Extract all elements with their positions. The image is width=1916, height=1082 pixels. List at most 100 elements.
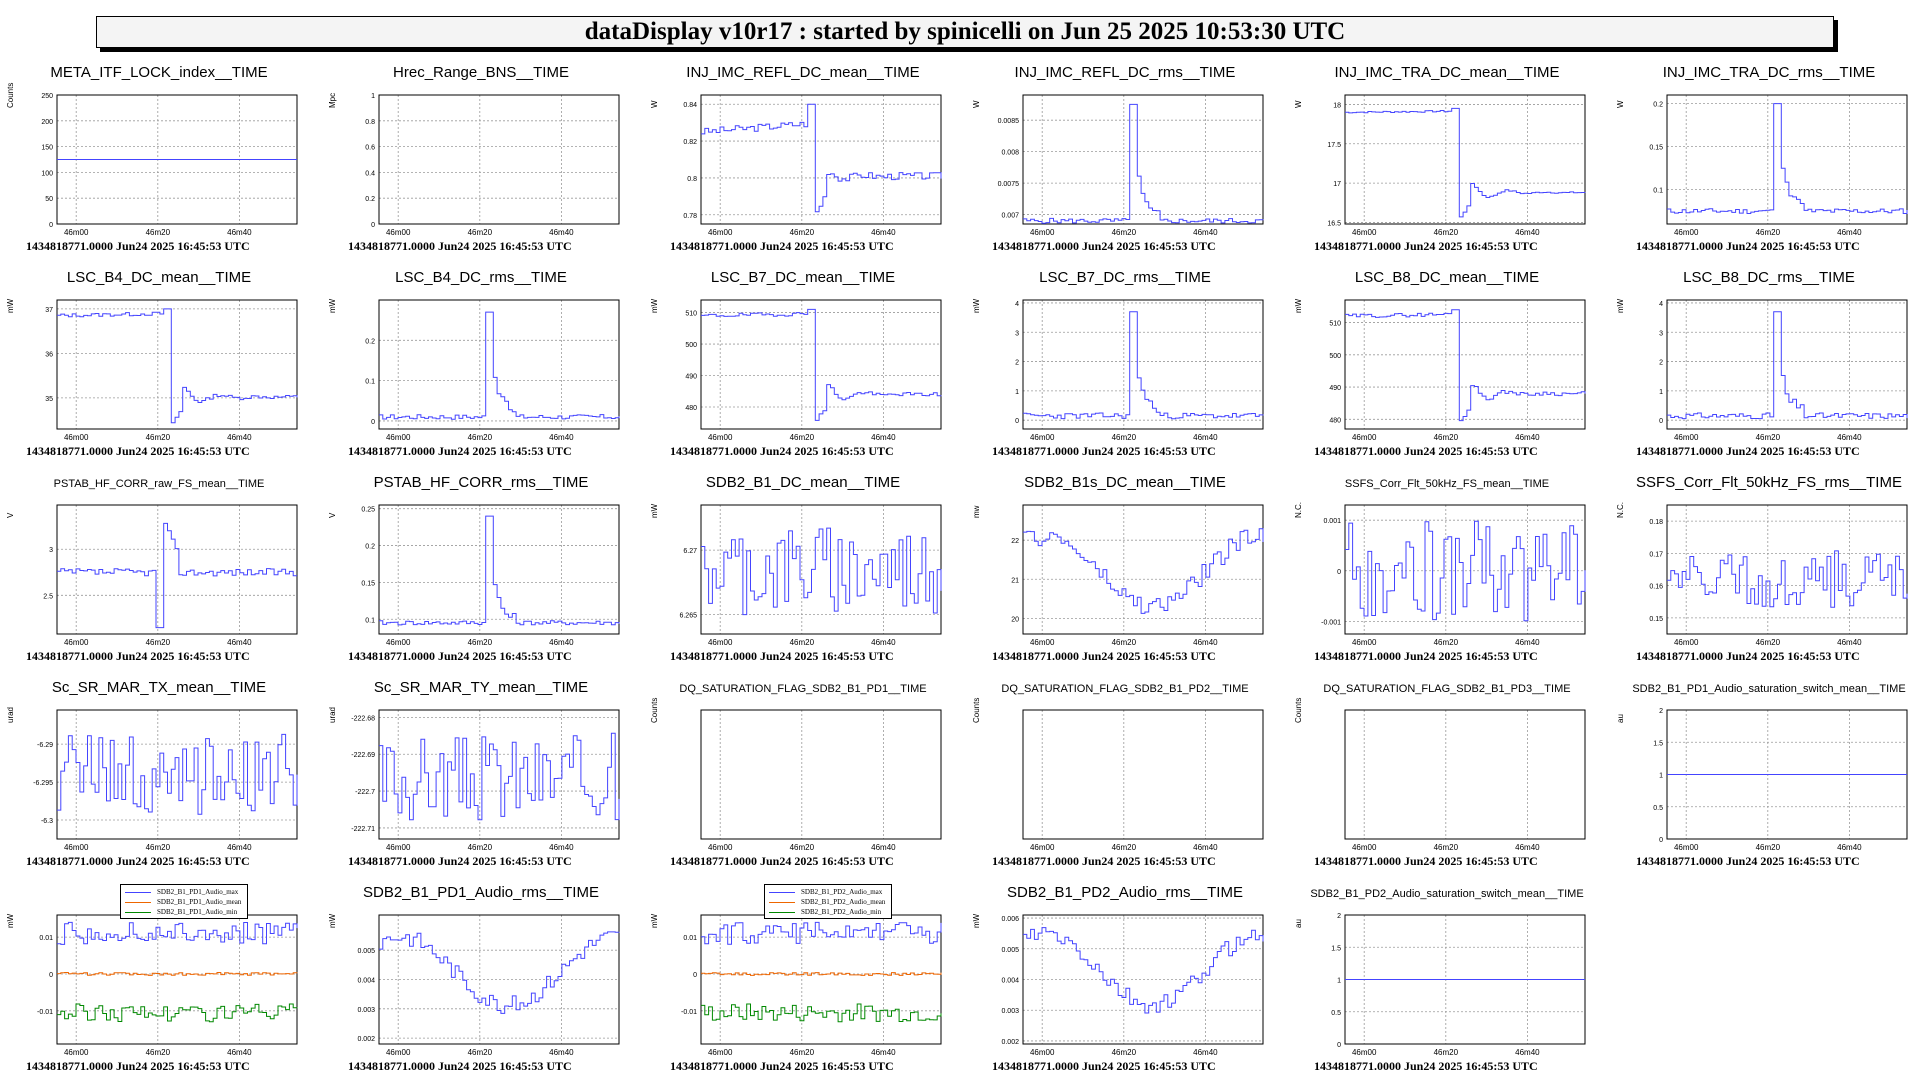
x-tick-label: 46m40 bbox=[1193, 843, 1218, 852]
x-tick-label: 46m20 bbox=[468, 638, 493, 647]
chart-panel: SDB2_B1_DC_mean__TIME mW 46m00 46m20 46m40 6.… bbox=[644, 472, 962, 672]
timestamp-footer: 1434818771.0000 Jun24 2025 16:45:53 UTC bbox=[348, 649, 572, 663]
chart-panel: SSFS_Corr_Flt_50kHz_FS_rms__TIME N.C. 46m0… bbox=[1610, 472, 1916, 672]
plot-frame bbox=[1022, 504, 1264, 635]
chart-plot: 46m00 46m20 46m40 0.002 0.003 0.004 0.005 0.006 bbox=[1001, 914, 1264, 1057]
chart-title: DQ_SATURATION_FLAG_SDB2_B1_PD3__TIME bbox=[1323, 683, 1571, 695]
timestamp-footer: 1434818771.0000 Jun24 2025 16:45:53 UTC bbox=[1314, 1059, 1538, 1073]
series-line bbox=[1667, 550, 1908, 608]
y-tick-label: 2.5 bbox=[43, 593, 53, 600]
y-tick-label: 0.4 bbox=[365, 170, 375, 177]
x-tick-label: 46m20 bbox=[1112, 433, 1137, 442]
x-tick-label: 46m00 bbox=[1674, 228, 1699, 237]
timestamp-footer: 1434818771.0000 Jun24 2025 16:45:53 UTC bbox=[992, 1059, 1216, 1073]
series-line bbox=[379, 515, 620, 626]
chart-panel: Hrec_Range_BNS__TIME Mpc 46m00 46m20 46m40 0 0… bbox=[322, 62, 640, 262]
chart-panel: DQ_SATURATION_FLAG_SDB2_B1_PD3__TIME Coun… bbox=[1288, 677, 1606, 877]
legend-item: SDB2_B1_PD2_Audio_mean bbox=[769, 897, 885, 907]
x-tick-label: 46m20 bbox=[1756, 433, 1781, 442]
chart-panel: PSTAB_HF_CORR_raw_FS_mean__TIME V 46m00 46m… bbox=[0, 472, 318, 672]
chart-title: PSTAB_HF_CORR_rms__TIME bbox=[373, 474, 589, 491]
timestamp-footer: 1434818771.0000 Jun24 2025 16:45:53 UTC bbox=[1314, 444, 1538, 458]
series-line bbox=[701, 308, 942, 421]
series-line bbox=[57, 733, 298, 815]
chart-title: PSTAB_HF_CORR_raw_FS_mean__TIME bbox=[53, 478, 265, 490]
y-tick-label: 0.84 bbox=[683, 102, 697, 109]
timestamp-footer: 1434818771.0000 Jun24 2025 16:45:53 UTC bbox=[670, 1059, 894, 1073]
plot-frame bbox=[1022, 94, 1264, 225]
plot-frame bbox=[1022, 299, 1264, 430]
chart-panel: SSFS_Corr_Flt_50kHz_FS_mean__TIME N.C. 46m… bbox=[1288, 472, 1606, 672]
y-tick-label: 0.001 bbox=[1323, 518, 1341, 525]
x-tick-label: 46m20 bbox=[790, 1048, 815, 1057]
plot-frame bbox=[700, 94, 942, 225]
chart-panel: Sc_SR_MAR_TY_mean__TIME urad 46m00 46m20 46m… bbox=[322, 677, 640, 877]
y-tick-label: 0.5 bbox=[1331, 1010, 1341, 1017]
x-tick-label: 46m00 bbox=[64, 228, 89, 237]
x-tick-label: 46m40 bbox=[1837, 228, 1862, 237]
y-tick-label: -222.69 bbox=[351, 752, 375, 759]
x-tick-label: 46m20 bbox=[146, 1048, 171, 1057]
x-tick-label: 46m40 bbox=[1193, 638, 1218, 647]
plot-frame bbox=[56, 504, 298, 635]
chart-title: Sc_SR_MAR_TY_mean__TIME bbox=[373, 679, 589, 696]
legend-item: SDB2_B1_PD2_Audio_max bbox=[769, 887, 885, 897]
y-tick-label: 490 bbox=[685, 374, 697, 381]
legend-item: SDB2_B1_PD1_Audio_max bbox=[125, 887, 241, 897]
series-line bbox=[57, 921, 298, 945]
x-tick-label: 46m40 bbox=[1515, 843, 1540, 852]
y-tick-label: 0.006 bbox=[1001, 916, 1019, 923]
y-tick-label: 17 bbox=[1333, 181, 1341, 188]
timestamp-footer: 1434818771.0000 Jun24 2025 16:45:53 UTC bbox=[670, 649, 894, 663]
chart-title: SDB2_B1_PD1_Audio_rms__TIME bbox=[363, 884, 599, 901]
y-tick-label: 0 bbox=[371, 419, 375, 426]
y-tick-label: 480 bbox=[685, 405, 697, 412]
timestamp-footer: 1434818771.0000 Jun24 2025 16:45:53 UTC bbox=[26, 1059, 250, 1073]
y-tick-label: 3 bbox=[49, 547, 53, 554]
y-tick-label: 0.2 bbox=[365, 338, 375, 345]
y-tick-label: 4 bbox=[1015, 301, 1019, 308]
y-tick-label: -6.3 bbox=[41, 818, 53, 825]
y-tick-label: -222.71 bbox=[351, 826, 375, 833]
x-tick-label: 46m40 bbox=[871, 843, 896, 852]
x-tick-label: 46m40 bbox=[549, 228, 574, 237]
y-tick-label: 0.01 bbox=[683, 935, 697, 942]
chart-plot: 46m00 46m20 46m40 20 21 22 bbox=[1011, 504, 1264, 647]
timestamp-footer: 1434818771.0000 Jun24 2025 16:45:53 UTC bbox=[1636, 649, 1860, 663]
y-tick-label: 1.5 bbox=[1653, 740, 1663, 747]
x-tick-label: 46m20 bbox=[1756, 843, 1781, 852]
plot-frame bbox=[1022, 914, 1264, 1045]
chart-plot: 46m00 46m20 46m40 480 490 500 510 bbox=[685, 299, 942, 442]
timestamp-footer: 1434818771.0000 Jun24 2025 16:45:53 UTC bbox=[1314, 854, 1538, 868]
chart-plot: 46m00 46m20 46m40 -6.29 -6.295 -6.3 bbox=[33, 709, 298, 852]
chart-title: SSFS_Corr_Flt_50kHz_FS_mean__TIME bbox=[1344, 478, 1550, 490]
y-tick-label: 510 bbox=[1329, 321, 1341, 328]
series-line bbox=[57, 1003, 298, 1023]
y-tick-label: 0.17 bbox=[1649, 551, 1663, 558]
plot-frame bbox=[1022, 709, 1264, 840]
y-tick-label: 200 bbox=[41, 119, 53, 126]
series-line bbox=[1023, 927, 1264, 1014]
series-line bbox=[57, 972, 298, 976]
plot-frame bbox=[56, 709, 298, 840]
chart-plot: 46m00 46m20 46m40 0 0.1 0.2 bbox=[365, 299, 620, 442]
y-tick-label: 35 bbox=[45, 396, 53, 403]
y-tick-label: 0.004 bbox=[1001, 978, 1019, 985]
timestamp-footer: 1434818771.0000 Jun24 2025 16:45:53 UTC bbox=[26, 649, 250, 663]
series-line bbox=[701, 103, 942, 213]
timestamp-footer: 1434818771.0000 Jun24 2025 16:45:53 UTC bbox=[992, 649, 1216, 663]
chart-panel: SDB2_B1s_DC_mean__TIME mw 46m00 46m20 46m40 2… bbox=[966, 472, 1284, 672]
chart-panel: LSC_B4_DC_rms__TIME mW 46m00 46m20 46m40 0 0.1… bbox=[322, 267, 640, 467]
chart-panel: mW 46m00 46m20 46m40 -0.01 0 0.01 SDB2_B1_PD1_A… bbox=[0, 882, 318, 1082]
chart-plot: 46m00 46m20 46m40 0 0.5 1 1.5 2 bbox=[1331, 913, 1586, 1057]
chart-plot: 46m00 46m20 46m40 0.007 0.0075 0.008 0.0085 bbox=[998, 94, 1264, 237]
chart-panel: LSC_B7_DC_mean__TIME mW 46m00 46m20 46m40 480… bbox=[644, 267, 962, 467]
chart-title: LSC_B4_DC_mean__TIME bbox=[66, 269, 252, 286]
series-line bbox=[1023, 103, 1264, 224]
series-line bbox=[57, 522, 297, 629]
y-tick-label: -0.01 bbox=[681, 1009, 697, 1016]
plot-frame bbox=[1344, 504, 1586, 635]
plot-frame bbox=[1344, 299, 1586, 430]
chart-panel: LSC_B4_DC_mean__TIME mW 46m00 46m20 46m40 35 3… bbox=[0, 267, 318, 467]
y-tick-label: 0 bbox=[49, 222, 53, 229]
